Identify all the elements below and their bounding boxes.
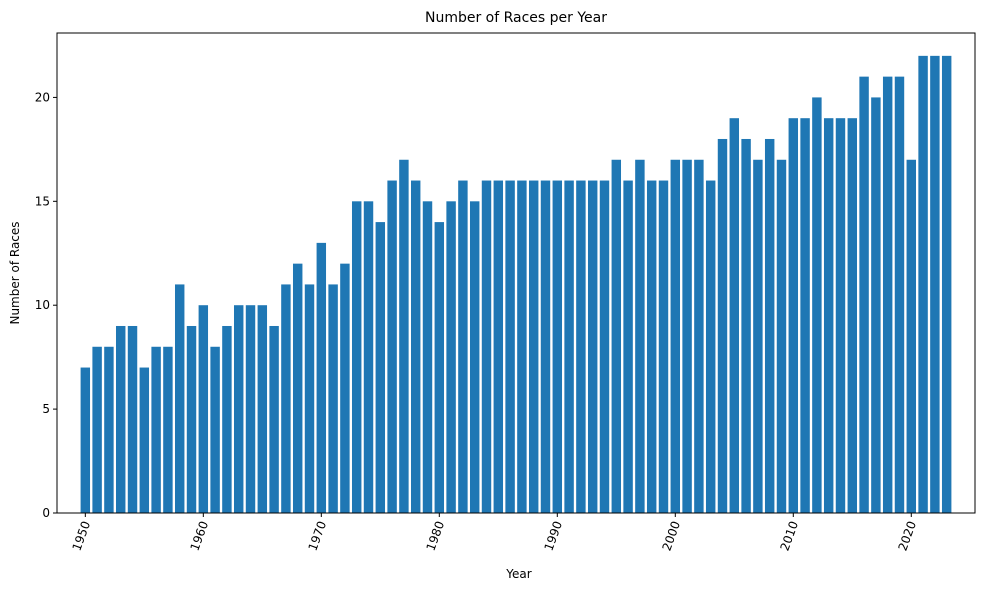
bar-1977 (399, 159, 409, 514)
bar-1975 (375, 222, 386, 513)
bar-1987 (517, 180, 527, 513)
bar-2007 (753, 159, 763, 514)
bar-1996 (623, 180, 633, 513)
x-tick-label: 1950 (70, 519, 94, 552)
bar-1953 (115, 325, 126, 513)
bar-1976 (387, 180, 397, 513)
y-tick-label: 15 (35, 194, 50, 208)
bar-1955 (139, 367, 150, 513)
x-tick-label: 1970 (306, 519, 330, 552)
bar-1990 (552, 180, 563, 513)
x-tick-label: 2010 (778, 519, 802, 552)
bar-2019 (894, 76, 905, 514)
bar-2002 (694, 159, 704, 514)
bar-1993 (587, 180, 598, 513)
bar-1969 (304, 284, 315, 513)
bar-1982 (458, 180, 468, 513)
bar-1967 (281, 284, 291, 513)
y-axis-ticks: 0 5 10 15 20 (35, 90, 57, 520)
bar-1981 (446, 201, 456, 513)
bar-1958 (174, 284, 185, 513)
bar-1991 (564, 180, 574, 513)
bars-group (80, 55, 952, 514)
bar-2001 (682, 159, 692, 514)
bar-1999 (658, 180, 669, 513)
bar-2004 (717, 138, 728, 513)
bar-2013 (823, 118, 834, 514)
y-tick-label: 0 (42, 506, 50, 520)
bar-1968 (292, 263, 303, 513)
bar-1973 (351, 201, 362, 513)
x-axis-ticks: 1950 1960 1970 1980 1990 2000 2010 2020 (70, 513, 919, 553)
bar-1965 (257, 305, 268, 513)
bar-1950 (80, 367, 91, 513)
bar-1964 (245, 305, 256, 513)
bar-2015 (847, 118, 858, 514)
bar-1956 (151, 346, 161, 513)
y-tick-label: 20 (35, 90, 50, 104)
bar-1992 (576, 180, 586, 513)
bar-1966 (269, 325, 279, 513)
bar-1961 (210, 346, 220, 513)
bar-1954 (127, 325, 138, 513)
bar-2020 (906, 159, 917, 514)
bar-2011 (800, 118, 810, 514)
bar-1980 (434, 222, 445, 513)
bar-2017 (871, 97, 881, 513)
bar-1960 (198, 305, 209, 513)
bar-1978 (410, 180, 421, 513)
bar-1994 (599, 180, 610, 513)
bar-2006 (741, 138, 751, 513)
bar-2014 (835, 118, 846, 514)
bar-1983 (469, 201, 480, 513)
bar-1963 (233, 305, 244, 513)
bar-2018 (882, 76, 893, 514)
bar-1971 (328, 284, 338, 513)
bar-1997 (635, 159, 645, 514)
bar-1952 (104, 346, 114, 513)
bar-2016 (859, 76, 869, 514)
x-tick-label: 1990 (542, 519, 566, 552)
chart-title: Number of Races per Year (425, 10, 607, 26)
plot-frame (56, 32, 976, 514)
bar-1988 (528, 180, 539, 513)
y-tick-label: 5 (42, 402, 50, 416)
bar-2003 (705, 180, 716, 513)
x-axis-title: Year (505, 567, 531, 581)
bar-2000 (670, 159, 681, 514)
bar-2009 (776, 159, 787, 514)
bar-2008 (764, 138, 775, 513)
x-tick-label: 1980 (424, 519, 448, 552)
x-tick-label: 2000 (660, 519, 684, 552)
bar-1995 (611, 159, 622, 514)
bar-1962 (222, 325, 232, 513)
bar-2022 (930, 55, 940, 513)
bar-1998 (646, 180, 657, 513)
bar-2005 (729, 118, 740, 514)
bar-2023 (941, 55, 952, 513)
bar-1989 (540, 180, 551, 513)
x-tick-label: 1960 (188, 519, 212, 552)
bar-1959 (186, 325, 197, 513)
bar-1951 (92, 346, 102, 513)
bar-1984 (481, 180, 492, 513)
bar-1974 (363, 201, 374, 513)
bar-2021 (918, 55, 928, 513)
bar-1985 (493, 180, 504, 513)
plot-background (57, 33, 975, 513)
y-tick-label: 10 (35, 298, 50, 312)
y-axis-title: Number of Races (8, 221, 22, 324)
bar-1979 (422, 201, 433, 513)
bar-1986 (505, 180, 515, 513)
bar-1972 (340, 263, 350, 513)
bar-2012 (812, 97, 822, 513)
bar-1970 (316, 242, 327, 514)
bar-1957 (163, 346, 173, 513)
bar-2010 (788, 118, 799, 514)
x-tick-label: 2020 (895, 519, 919, 552)
